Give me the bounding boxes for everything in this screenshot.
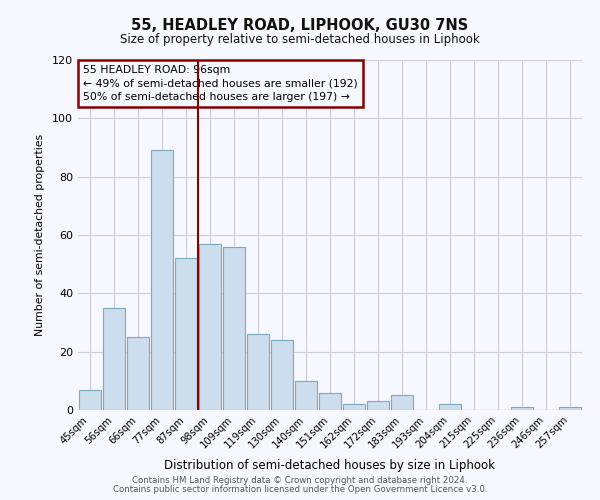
Bar [79,390,101,410]
Bar [319,392,341,410]
Bar [559,407,581,410]
Bar [247,334,269,410]
Bar [199,244,221,410]
Text: 55, HEADLEY ROAD, LIPHOOK, GU30 7NS: 55, HEADLEY ROAD, LIPHOOK, GU30 7NS [131,18,469,32]
Bar [271,340,293,410]
Bar [439,404,461,410]
Text: Size of property relative to semi-detached houses in Liphook: Size of property relative to semi-detach… [120,32,480,46]
Bar [223,246,245,410]
Bar [175,258,197,410]
Text: Contains HM Land Registry data © Crown copyright and database right 2024.: Contains HM Land Registry data © Crown c… [132,476,468,485]
Bar [295,381,317,410]
X-axis label: Distribution of semi-detached houses by size in Liphook: Distribution of semi-detached houses by … [164,459,496,472]
Bar [391,396,413,410]
Text: Contains public sector information licensed under the Open Government Licence v3: Contains public sector information licen… [113,485,487,494]
Bar [343,404,365,410]
Bar [103,308,125,410]
Bar [151,150,173,410]
Y-axis label: Number of semi-detached properties: Number of semi-detached properties [35,134,45,336]
Bar [127,337,149,410]
Text: 55 HEADLEY ROAD: 96sqm
← 49% of semi-detached houses are smaller (192)
50% of se: 55 HEADLEY ROAD: 96sqm ← 49% of semi-det… [83,66,358,102]
Bar [367,401,389,410]
Bar [511,407,533,410]
